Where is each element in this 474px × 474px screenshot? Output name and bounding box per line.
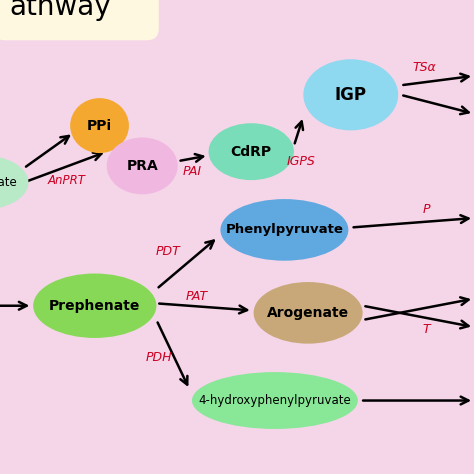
- Ellipse shape: [209, 123, 294, 180]
- Ellipse shape: [303, 59, 398, 130]
- Ellipse shape: [33, 273, 156, 338]
- Ellipse shape: [220, 199, 348, 261]
- Text: IGPS: IGPS: [287, 155, 315, 168]
- Text: Phenylpyruvate: Phenylpyruvate: [226, 223, 343, 237]
- Ellipse shape: [70, 98, 129, 153]
- Text: Arogenate: Arogenate: [267, 306, 349, 320]
- Ellipse shape: [0, 155, 28, 210]
- Text: PAT: PAT: [186, 290, 208, 303]
- Text: anthranilate: anthranilate: [0, 176, 18, 189]
- Text: CdRP: CdRP: [231, 145, 272, 159]
- Text: PAI: PAI: [182, 165, 201, 178]
- Text: PRA: PRA: [127, 159, 158, 173]
- Text: IGP: IGP: [335, 86, 367, 104]
- FancyBboxPatch shape: [0, 0, 159, 40]
- Text: PDH: PDH: [146, 351, 172, 365]
- Text: TSα: TSα: [412, 61, 436, 74]
- Text: 4-hydroxyphenylpyruvate: 4-hydroxyphenylpyruvate: [199, 394, 351, 407]
- Ellipse shape: [254, 282, 363, 344]
- Text: AnPRT: AnPRT: [47, 173, 85, 187]
- Text: athway: athway: [9, 0, 111, 21]
- Text: T: T: [423, 323, 430, 336]
- Text: PDT: PDT: [156, 245, 181, 258]
- Ellipse shape: [192, 372, 358, 429]
- Ellipse shape: [107, 137, 178, 194]
- Text: Prephenate: Prephenate: [49, 299, 140, 313]
- Text: PPi: PPi: [87, 118, 112, 133]
- Text: P: P: [423, 203, 430, 216]
